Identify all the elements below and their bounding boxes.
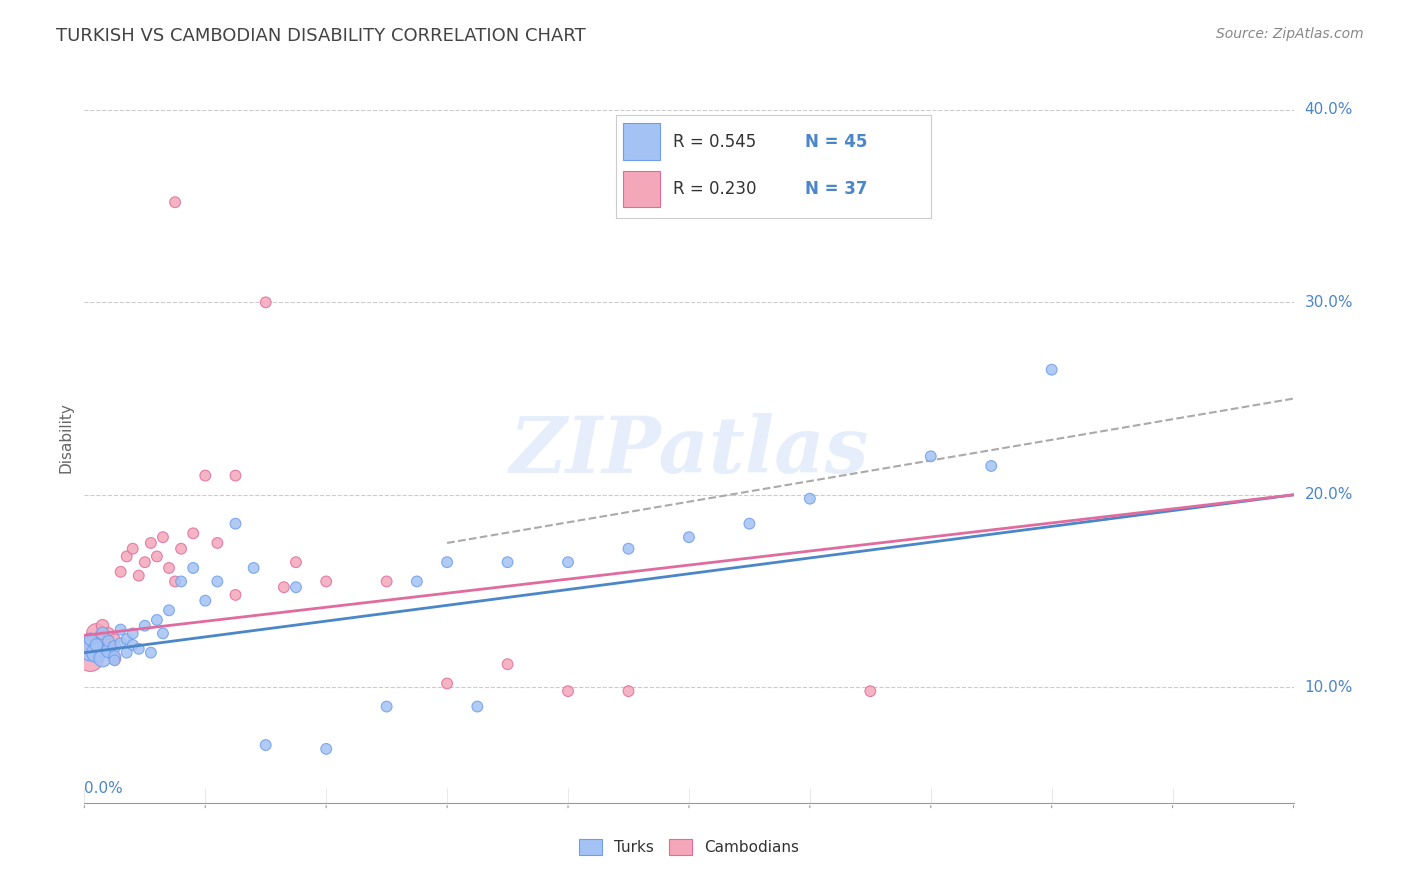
Point bbox=[678, 530, 700, 544]
Point bbox=[467, 699, 489, 714]
Point bbox=[97, 641, 120, 656]
Point bbox=[181, 561, 204, 575]
Point bbox=[79, 651, 101, 665]
Point bbox=[86, 646, 108, 660]
Point bbox=[152, 626, 174, 640]
Text: 40.0%: 40.0% bbox=[1305, 103, 1353, 118]
Point bbox=[194, 593, 217, 607]
Text: 30.0%: 30.0% bbox=[1305, 295, 1353, 310]
Point bbox=[115, 646, 138, 660]
Point bbox=[91, 651, 114, 665]
Point bbox=[436, 676, 458, 690]
Point bbox=[285, 580, 308, 594]
Point bbox=[436, 555, 458, 569]
Text: TURKISH VS CAMBODIAN DISABILITY CORRELATION CHART: TURKISH VS CAMBODIAN DISABILITY CORRELAT… bbox=[56, 27, 586, 45]
Point bbox=[181, 526, 204, 541]
Point bbox=[121, 626, 143, 640]
Point bbox=[920, 450, 942, 464]
Point bbox=[254, 738, 277, 752]
Point bbox=[91, 626, 114, 640]
Point bbox=[115, 549, 138, 564]
Point bbox=[146, 549, 169, 564]
Point bbox=[170, 541, 193, 556]
Text: 10.0%: 10.0% bbox=[1305, 680, 1353, 695]
Point bbox=[91, 618, 114, 632]
Point bbox=[165, 195, 187, 210]
Point bbox=[557, 555, 579, 569]
Point bbox=[104, 649, 127, 664]
Point bbox=[225, 516, 247, 531]
Point bbox=[285, 555, 308, 569]
Legend: Turks, Cambodians: Turks, Cambodians bbox=[572, 833, 806, 861]
Point bbox=[110, 623, 132, 637]
Point bbox=[738, 516, 761, 531]
Point bbox=[79, 632, 101, 647]
Point bbox=[110, 636, 132, 650]
Point bbox=[139, 646, 162, 660]
Point bbox=[496, 555, 519, 569]
Point bbox=[97, 644, 120, 658]
Point bbox=[315, 574, 337, 589]
Point bbox=[86, 638, 108, 652]
Point bbox=[152, 530, 174, 544]
Text: 20.0%: 20.0% bbox=[1305, 487, 1353, 502]
Point bbox=[128, 568, 150, 582]
Point bbox=[86, 626, 108, 640]
Point bbox=[79, 638, 101, 652]
Point bbox=[406, 574, 429, 589]
Point bbox=[617, 684, 640, 698]
Point bbox=[104, 632, 127, 647]
Point bbox=[225, 588, 247, 602]
Point bbox=[225, 468, 247, 483]
Point bbox=[146, 613, 169, 627]
Point bbox=[980, 458, 1002, 473]
Point bbox=[79, 641, 101, 656]
Point bbox=[207, 574, 229, 589]
Point bbox=[273, 580, 295, 594]
Point bbox=[110, 565, 132, 579]
Point bbox=[157, 561, 180, 575]
Point bbox=[104, 640, 127, 654]
Point bbox=[315, 742, 337, 756]
Text: 0.0%: 0.0% bbox=[84, 780, 124, 796]
Point bbox=[859, 684, 882, 698]
Point bbox=[375, 699, 398, 714]
Point bbox=[799, 491, 821, 506]
Point bbox=[617, 541, 640, 556]
Point bbox=[496, 657, 519, 672]
Point bbox=[86, 646, 108, 660]
Point bbox=[170, 574, 193, 589]
Point bbox=[165, 574, 187, 589]
Point bbox=[194, 468, 217, 483]
Point bbox=[557, 684, 579, 698]
Point bbox=[134, 618, 156, 632]
Point bbox=[128, 641, 150, 656]
Y-axis label: Disability: Disability bbox=[58, 401, 73, 473]
Point bbox=[121, 541, 143, 556]
Point bbox=[134, 555, 156, 569]
Point bbox=[254, 295, 277, 310]
Point bbox=[1040, 362, 1063, 376]
Point bbox=[139, 536, 162, 550]
Point bbox=[104, 653, 127, 667]
Text: Source: ZipAtlas.com: Source: ZipAtlas.com bbox=[1216, 27, 1364, 41]
Point bbox=[207, 536, 229, 550]
Point bbox=[157, 603, 180, 617]
Point bbox=[104, 651, 127, 665]
Point bbox=[375, 574, 398, 589]
Point bbox=[242, 561, 264, 575]
Point bbox=[97, 626, 120, 640]
Point bbox=[115, 632, 138, 647]
Point bbox=[97, 634, 120, 648]
Text: ZIPatlas: ZIPatlas bbox=[509, 414, 869, 490]
Point bbox=[121, 638, 143, 652]
Point bbox=[91, 632, 114, 647]
